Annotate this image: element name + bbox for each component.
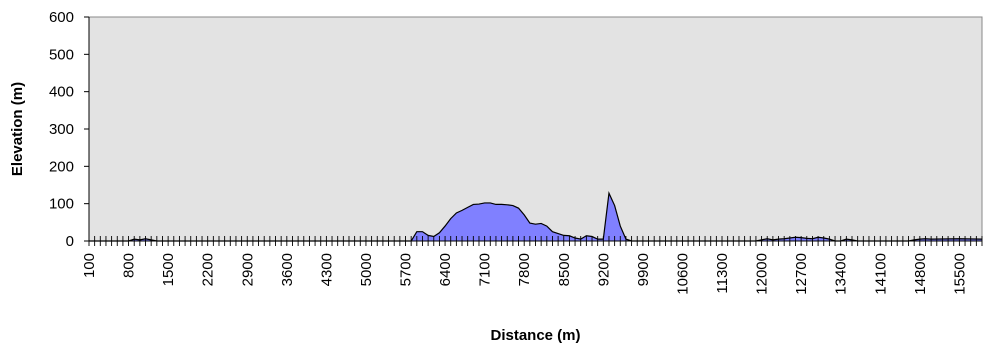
plot-area xyxy=(88,16,983,242)
y-tick-label: 500 xyxy=(49,46,74,63)
elevation-line xyxy=(89,191,983,242)
y-tick-label: 400 xyxy=(49,84,74,101)
x-tick-label: 2900 xyxy=(239,253,256,286)
x-tick-label: 5000 xyxy=(358,253,375,286)
x-tick-label: 800 xyxy=(121,253,138,278)
x-tick-label: 14100 xyxy=(872,253,889,295)
x-tick-label: 9900 xyxy=(635,253,652,286)
x-tick-label: 14800 xyxy=(912,253,929,295)
y-tick-label: 600 xyxy=(49,9,74,26)
x-tick-label: 100 xyxy=(81,253,98,278)
x-tick-label: 1500 xyxy=(160,253,177,286)
x-axis: 100 800 1500 2200 2900 3600 4300 5000 5700 6400 71… xyxy=(81,236,983,295)
y-tick-label: 200 xyxy=(49,158,74,175)
x-tick-label: 4300 xyxy=(318,253,335,286)
x-tick-label: 10600 xyxy=(674,253,691,295)
y-tick-label: 100 xyxy=(49,196,74,213)
x-tick-label: 7800 xyxy=(516,253,533,286)
x-tick-label: 6400 xyxy=(437,253,454,286)
x-tick-label: 9200 xyxy=(595,253,612,286)
x-tick-label: 3600 xyxy=(279,253,296,286)
x-axis-title: Distance (m) xyxy=(490,327,580,344)
x-tick-label: 11300 xyxy=(714,253,731,294)
elevation-area xyxy=(89,193,982,241)
y-tick-label: 300 xyxy=(49,121,74,138)
x-tick-label: 5700 xyxy=(398,253,415,286)
y-axis-title: Elevation (m) xyxy=(9,82,26,176)
x-tick-label: 12700 xyxy=(793,253,810,295)
x-tick-label: 2200 xyxy=(200,253,217,286)
x-tick-label: 8500 xyxy=(556,253,573,286)
x-tick-label: 13400 xyxy=(833,253,850,295)
x-tick-label: 12000 xyxy=(754,253,771,295)
x-tick-label: 15500 xyxy=(951,253,968,295)
x-tick-label: 7100 xyxy=(477,253,494,286)
y-axis: 0 100 200 300 400 500 600 xyxy=(49,9,90,250)
y-tick-label: 0 xyxy=(66,233,74,250)
